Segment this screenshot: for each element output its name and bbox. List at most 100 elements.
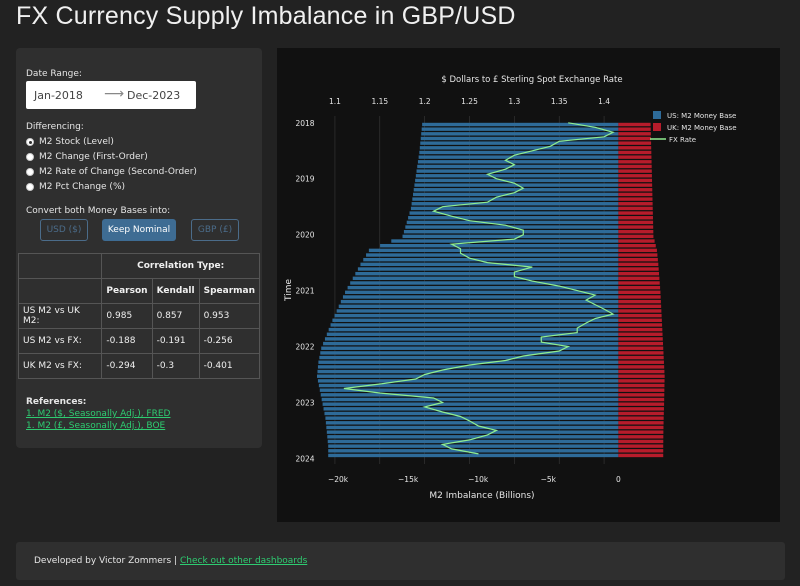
y-tick-label: 2018: [295, 119, 314, 128]
uk-bar: [618, 248, 657, 253]
fx-line-group: [343, 122, 615, 455]
uk-bar: [618, 206, 653, 211]
us-bar: [318, 383, 619, 388]
us-bar: [326, 425, 619, 430]
uk-bar: [618, 146, 652, 150]
uk-bar: [618, 122, 651, 127]
uk-bar: [618, 164, 652, 169]
us-bar: [360, 262, 619, 267]
us-bar: [368, 248, 619, 253]
us-bar: [421, 132, 619, 136]
uk-bar: [618, 435, 664, 439]
y-axis-title: Time: [284, 279, 294, 302]
us-bar: [319, 355, 619, 360]
uk-bar: [618, 290, 661, 295]
table-row: US M2 vs UK M2: 0.985 0.857 0.953: [17, 303, 261, 329]
us-bar: [422, 122, 619, 127]
us-bar: [352, 276, 619, 281]
us-bar: [334, 313, 619, 318]
us-bar: [326, 332, 619, 336]
uk-bar: [618, 411, 664, 416]
x-tick-label: −5k: [541, 475, 557, 484]
uk-bar: [618, 234, 654, 239]
x-tick-label: −15k: [398, 475, 419, 484]
uk-bar: [618, 402, 665, 406]
gbp-button[interactable]: GBP (£): [191, 219, 239, 241]
us-bar: [324, 337, 619, 341]
us-bar: [328, 453, 619, 458]
us-bar: [317, 369, 619, 374]
uk-bar: [618, 383, 665, 388]
references: References: 1. M2 ($, Seasonally Adj.), …: [26, 397, 170, 431]
uk-bar: [618, 379, 665, 383]
date-range-picker[interactable]: Jan-2018 ⟶ Dec-2023: [26, 81, 196, 109]
uk-bar: [618, 141, 652, 145]
y-tick-label: 2022: [295, 343, 314, 352]
radio-m2-pct-change[interactable]: M2 Pct Change (%): [26, 182, 125, 192]
top-tick-label: 1.35: [551, 97, 568, 106]
radio-selected-icon: [26, 138, 34, 146]
top-tick-label: 1.1: [329, 97, 341, 106]
top-tick-label: 1.2: [419, 97, 431, 106]
legend-uk-label: UK: M2 Money Base: [667, 124, 737, 132]
us-bar: [320, 393, 619, 397]
uk-bar: [618, 299, 661, 304]
us-bar: [330, 323, 619, 327]
uk-bar: [618, 188, 653, 192]
start-date-input[interactable]: Jan-2018: [34, 89, 83, 102]
y-tick-label: 2024: [295, 454, 314, 463]
uk-bar: [618, 369, 665, 374]
y-tick-label: 2019: [295, 175, 314, 184]
uk-bar: [618, 243, 656, 248]
us-bar: [327, 439, 619, 444]
us-bar: [355, 271, 619, 276]
date-range-label: Date Range:: [26, 69, 82, 79]
uk-bar: [618, 416, 664, 420]
usd-button[interactable]: USD ($): [40, 219, 88, 241]
reference-link-fred[interactable]: 1. M2 ($, Seasonally Adj.), FRED: [26, 409, 171, 419]
uk-bar: [618, 341, 664, 346]
uk-bar: [618, 337, 663, 341]
radio-m2-change[interactable]: M2 Change (First-Order): [26, 152, 148, 162]
corr-header: Correlation Type:: [101, 253, 260, 279]
us-bar: [380, 243, 619, 248]
us-bar: [403, 230, 619, 234]
uk-bar: [618, 150, 652, 155]
y-tick-label: 2020: [295, 231, 314, 240]
us-bar: [366, 253, 619, 257]
imbalance-chart[interactable]: $ Dollars to £ Sterling Spot Exchange Ra…: [277, 48, 780, 522]
us-bar: [342, 295, 619, 299]
radio-m2-stock[interactable]: M2 Stock (Level): [26, 137, 114, 147]
uk-bar: [618, 421, 664, 425]
uk-bar: [618, 444, 664, 448]
dashboards-link[interactable]: Check out other dashboards: [179, 556, 308, 566]
keep-nominal-button[interactable]: Keep Nominal: [102, 219, 176, 241]
y-tick-label: 2023: [295, 398, 314, 407]
legend-fx-label: FX Rate: [669, 136, 696, 144]
us-bar: [420, 136, 619, 141]
x-tick-label: 0: [616, 475, 621, 484]
us-bar: [322, 402, 619, 406]
uk-bar: [618, 174, 652, 178]
reference-link-boe[interactable]: 1. M2 (£, Seasonally Adj.), BOE: [26, 421, 166, 431]
us-bar: [417, 164, 619, 169]
us-bar: [340, 299, 619, 304]
uk-bar: [618, 295, 661, 299]
us-bar: [421, 127, 619, 131]
uk-bar: [618, 169, 652, 173]
end-date-input[interactable]: Dec-2023: [127, 89, 181, 102]
us-bar: [326, 430, 619, 434]
x-tick-label: −20k: [328, 475, 349, 484]
radio-icon: [26, 183, 34, 191]
convert-label: Convert both Money Bases into:: [26, 206, 171, 216]
axis-ticks: 1.1 1.15 1.2 1.25 1.3 1.35 1.4 −20k −15k −10k −5k 0…: [295, 97, 621, 484]
us-bar: [413, 188, 619, 192]
radio-m2-rate-of-change[interactable]: M2 Rate of Change (Second-Order): [26, 167, 197, 177]
col-kendall: Kendall: [151, 278, 200, 304]
top-tick-label: 1.15: [371, 97, 388, 106]
radio-icon: [26, 168, 34, 176]
us-bar: [357, 267, 619, 271]
table-row: UK M2 vs FX: -0.294 -0.3 -0.401: [17, 353, 261, 379]
uk-bar: [618, 211, 653, 215]
uk-bar: [618, 178, 653, 183]
